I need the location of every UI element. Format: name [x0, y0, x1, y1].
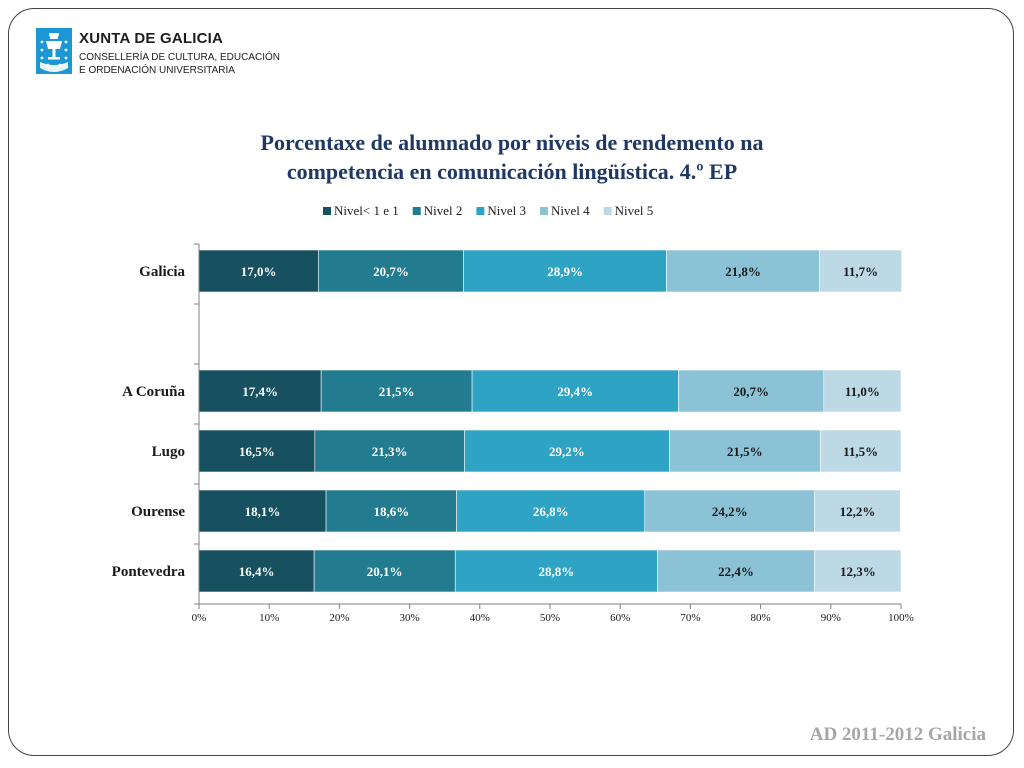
bar-segment-3-3 [669, 429, 821, 473]
bar-segment-3-1 [314, 429, 465, 473]
bar-segment-4-2 [456, 489, 646, 533]
legend-swatch-4 [603, 207, 612, 215]
category-label-3: Lugo [152, 444, 185, 460]
bar-segment-2-0 [198, 369, 322, 413]
chart-title-line1: Porcentaxe de alumnado por niveis de ren… [260, 130, 764, 155]
data-label-0-3: 21,8% [725, 264, 761, 279]
category-label-5: Pontevedra [112, 564, 186, 580]
data-label-2-1: 21,5% [379, 384, 415, 399]
legend-swatch-1 [412, 207, 421, 215]
bar-segment-0-2 [463, 249, 667, 293]
bar-segment-0-3 [666, 249, 820, 293]
data-label-0-1: 20,7% [373, 264, 409, 279]
legend-swatch-2 [476, 207, 485, 215]
data-label-3-4: 11,5% [843, 444, 878, 459]
data-label-0-2: 28,9% [547, 264, 583, 279]
category-label-4: Ourense [131, 504, 185, 520]
x-tick-label-8: 80% [751, 612, 771, 624]
data-label-4-1: 18,6% [373, 504, 409, 519]
bar-segment-5-4 [814, 549, 902, 593]
chart-title: Porcentaxe de alumnado por niveis de ren… [160, 128, 864, 186]
x-tick-label-6: 60% [610, 612, 630, 624]
footer-label: AD 2011-2012 Galicia [809, 724, 986, 745]
x-tick-label-2: 20% [329, 612, 349, 624]
x-tick-label-4: 40% [470, 612, 490, 624]
data-label-5-2: 28,8% [538, 564, 574, 579]
data-label-4-4: 12,2% [840, 504, 876, 519]
data-label-5-0: 16,4% [239, 564, 275, 579]
x-tick-label-9: 90% [821, 612, 841, 624]
category-label-0: Galicia [139, 264, 185, 280]
org-subtitle-line1: CONSELLERÍA DE CULTURA, EDUCACIÓN [79, 52, 280, 63]
org-subtitle-line2: E ORDENACIÓN UNIVERSITARIA [79, 65, 235, 76]
legend-label-4: Nivel 5 [615, 203, 654, 218]
category-label-2: A Coruña [122, 384, 185, 400]
x-tick-label-5: 50% [540, 612, 560, 624]
x-tick-label-1: 10% [259, 612, 279, 624]
data-label-5-4: 12,3% [840, 564, 876, 579]
bar-segment-5-3 [657, 549, 815, 593]
bar-segment-0-4 [819, 249, 903, 293]
legend-swatch-3 [540, 207, 549, 215]
data-label-2-2: 29,4% [557, 384, 593, 399]
data-label-0-0: 17,0% [241, 264, 277, 279]
bar-segment-3-4 [819, 429, 902, 473]
data-label-5-1: 20,1% [367, 564, 403, 579]
x-tick-label-3: 30% [400, 612, 420, 624]
x-tick-label-10: 100% [888, 612, 914, 624]
data-label-5-3: 22,4% [718, 564, 754, 579]
data-label-4-3: 24,2% [712, 504, 748, 519]
x-tick-label-0: 0% [192, 612, 207, 624]
bar-segment-2-2 [471, 369, 679, 413]
data-label-4-0: 18,1% [245, 504, 281, 519]
legend-label-3: Nivel 4 [551, 203, 590, 218]
bar-segment-0-1 [318, 249, 464, 293]
bar-segment-2-1 [320, 369, 473, 413]
data-label-3-3: 21,5% [727, 444, 763, 459]
org-title: XUNTA DE GALICIA [79, 30, 224, 47]
bar-segment-4-3 [644, 489, 815, 533]
data-label-2-4: 11,0% [845, 384, 880, 399]
legend-swatch-0 [323, 207, 331, 215]
data-label-3-0: 16,5% [239, 444, 275, 459]
slide-frame [8, 8, 1014, 756]
bar-segment-4-1 [325, 489, 457, 533]
data-label-2-3: 20,7% [733, 384, 769, 399]
legend-label-2: Nivel 3 [487, 203, 526, 218]
bar-segment-3-2 [464, 429, 670, 473]
data-label-2-0: 17,4% [242, 384, 278, 399]
bar-segment-2-3 [678, 369, 825, 413]
bar-segment-2-4 [823, 369, 902, 413]
xunta-logo: XUNTA DE GALICIA CONSELLERÍA DE CULTURA,… [36, 28, 296, 78]
bar-segment-5-1 [313, 549, 456, 593]
legend-label-1: Nivel 2 [424, 203, 463, 218]
data-label-0-4: 11,7% [843, 264, 878, 279]
bar-segment-4-0 [198, 489, 327, 533]
data-label-4-2: 26,8% [533, 504, 569, 519]
x-tick-label-7: 70% [680, 612, 700, 624]
bar-segment-4-4 [814, 489, 901, 533]
chart-title-line2: competencia en comunicación lingüística.… [286, 159, 738, 184]
bar-segment-0-0 [198, 249, 319, 293]
data-label-3-2: 29,2% [549, 444, 585, 459]
xunta-emblem-icon [36, 28, 72, 74]
legend-label-0: Nivel< 1 e 1 [334, 203, 399, 218]
data-label-3-1: 21,3% [372, 444, 408, 459]
bar-segment-3-0 [198, 429, 316, 473]
